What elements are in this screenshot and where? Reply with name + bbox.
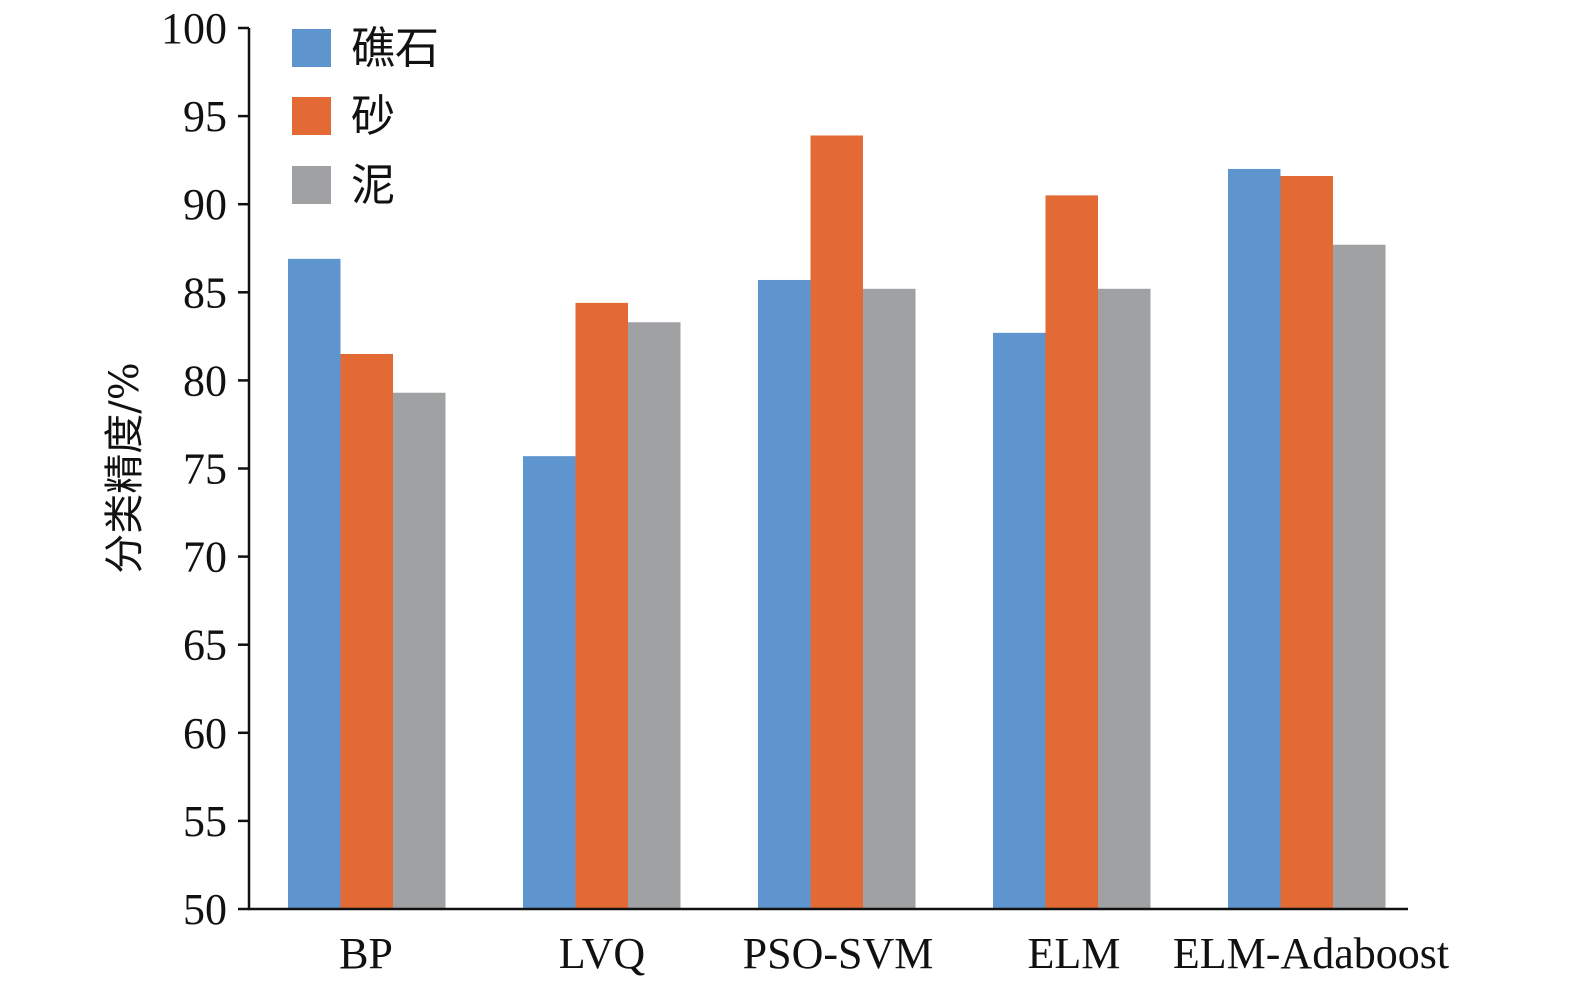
y-tick-label: 70 [183, 533, 227, 582]
bar-bp-series-1 [341, 354, 394, 909]
x-category-label: LVQ [559, 929, 646, 978]
y-tick-label: 75 [183, 445, 227, 494]
bars-group [288, 135, 1386, 909]
y-tick-label: 80 [183, 356, 227, 405]
bar-chart: 50 55 60 65 70 75 80 85 90 95 100 BP LVQ PSO-SVM ELM E… [0, 0, 1575, 989]
bar-bp-series-0 [288, 259, 341, 909]
x-category-label: BP [339, 929, 393, 978]
y-tick-label: 65 [183, 621, 227, 670]
bar-pso-svm-series-0 [758, 280, 811, 909]
bar-lvq-series-1 [576, 303, 629, 909]
y-tick-label: 60 [183, 709, 227, 758]
legend-label: 砂 [351, 91, 395, 142]
y-tick-label: 90 [183, 180, 227, 229]
y-tick-label: 50 [183, 885, 227, 934]
legend-swatch [292, 166, 331, 204]
y-tick-label: 55 [183, 797, 227, 846]
y-axis-title: 分类精度/% [102, 362, 148, 573]
bar-pso-svm-series-2 [863, 289, 916, 909]
legend-label: 泥 [351, 160, 395, 211]
y-tick-label: 85 [183, 268, 227, 317]
legend-label: 礁石 [351, 23, 439, 74]
bar-pso-svm-series-1 [811, 135, 864, 909]
bar-bp-series-2 [393, 393, 446, 909]
bar-elm-series-2 [1098, 289, 1151, 909]
bar-lvq-series-2 [628, 322, 681, 909]
x-category-label: PSO-SVM [743, 929, 934, 978]
y-tick-label: 95 [183, 92, 227, 141]
x-category-label: ELM [1028, 929, 1121, 978]
x-category-label: ELM-Adaboost [1173, 929, 1449, 978]
bar-lvq-series-0 [523, 456, 576, 909]
bar-elm-series-1 [1046, 195, 1099, 909]
legend-swatch [292, 97, 331, 135]
bar-elm-series-0 [993, 333, 1046, 909]
bar-elm-adaboost-series-2 [1333, 245, 1386, 909]
legend-swatch [292, 29, 331, 67]
bar-elm-adaboost-series-0 [1228, 169, 1281, 909]
bar-elm-adaboost-series-1 [1281, 176, 1334, 909]
x-categories-group: BP LVQ PSO-SVM ELM ELM-Adaboost [339, 929, 1449, 978]
y-ticks-group: 50 55 60 65 70 75 80 85 90 95 100 [161, 4, 249, 934]
y-tick-label: 100 [161, 4, 227, 53]
